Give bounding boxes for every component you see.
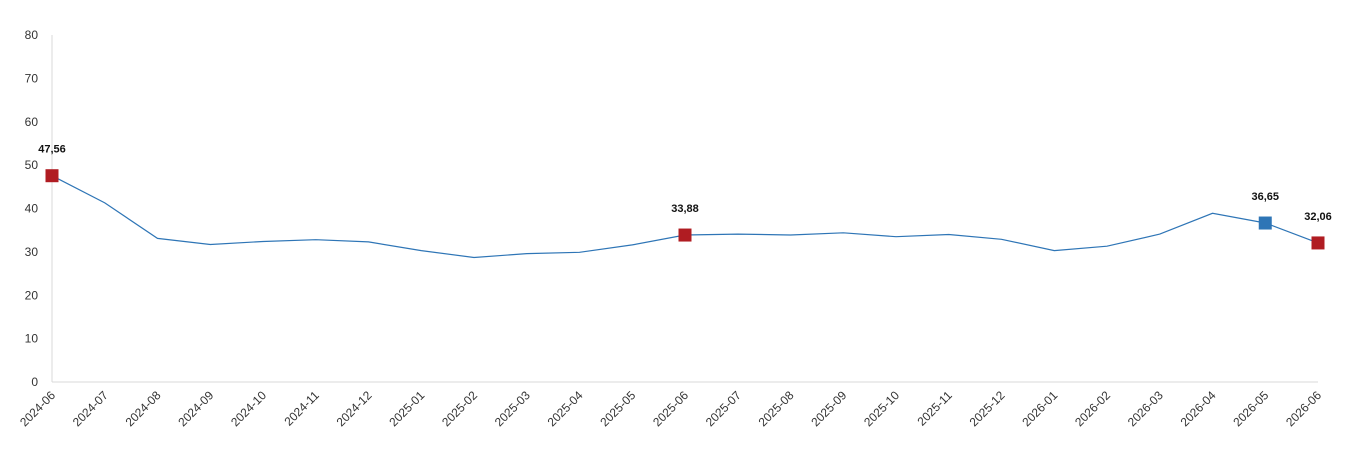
x-tick-label: 2025-10: [861, 388, 902, 429]
x-tick-label: 2025-03: [492, 388, 533, 429]
x-tick-label: 2026-04: [1178, 388, 1219, 429]
x-tick-label: 2025-11: [914, 388, 955, 429]
data-labels: 47,56 33,88 36,65 32,06: [38, 144, 1332, 223]
y-tick-label: 10: [25, 332, 39, 346]
highlight-marker: [1258, 216, 1272, 230]
x-tick-label: 2024-09: [175, 388, 216, 429]
series-group: [51, 175, 1319, 259]
y-tick-label: 50: [25, 158, 39, 172]
x-tick-label: 2026-01: [1019, 388, 1060, 429]
y-tick-labels: 0 10 20 30 40 50 60 70 80: [25, 28, 39, 389]
highlight-marker: [678, 228, 692, 242]
x-tick-label: 2025-05: [597, 388, 638, 429]
x-tick-label: 2024-06: [17, 388, 58, 429]
x-tick-label: 2024-08: [123, 388, 164, 429]
x-tick-label: 2025-01: [386, 388, 427, 429]
x-tick-label: 2024-11: [281, 388, 322, 429]
x-tick-label: 2025-12: [967, 388, 1008, 429]
highlight-markers: [45, 169, 1325, 250]
y-tick-label: 40: [25, 202, 39, 216]
data-label: 32,06: [1304, 211, 1332, 223]
y-tick-label: 0: [31, 375, 38, 389]
x-tick-labels: 2024-06 2024-07 2024-08 2024-09 2024-10 2024-…: [17, 388, 1324, 429]
x-tick-label: 2024-12: [334, 388, 375, 429]
y-tick-label: 20: [25, 288, 39, 302]
y-tick-label: 70: [25, 71, 39, 85]
data-label: 47,56: [38, 144, 66, 156]
x-tick-label: 2025-02: [439, 388, 480, 429]
y-tick-label: 30: [25, 245, 39, 259]
x-tick-label: 2024-10: [228, 388, 269, 429]
data-label: 36,65: [1251, 191, 1279, 203]
axes: [51, 35, 1318, 383]
x-tick-label: 2025-06: [650, 388, 691, 429]
x-tick-label: 2025-04: [545, 388, 586, 429]
y-tick-label: 80: [25, 28, 39, 42]
highlight-marker: [1311, 236, 1325, 250]
x-tick-label: 2025-07: [703, 388, 744, 429]
x-tick-label: 2026-03: [1125, 388, 1166, 429]
x-tick-label: 2026-06: [1283, 388, 1324, 429]
x-tick-label: 2026-02: [1072, 388, 1113, 429]
highlight-marker: [45, 169, 59, 183]
x-tick-label: 2024-07: [70, 388, 111, 429]
y-tick-label: 60: [25, 115, 39, 129]
x-tick-label: 2025-09: [808, 388, 849, 429]
series-line: [51, 175, 1319, 259]
x-tick-label: 2025-08: [756, 388, 797, 429]
data-label: 33,88: [671, 203, 699, 215]
x-tick-label: 2026-05: [1230, 388, 1271, 429]
